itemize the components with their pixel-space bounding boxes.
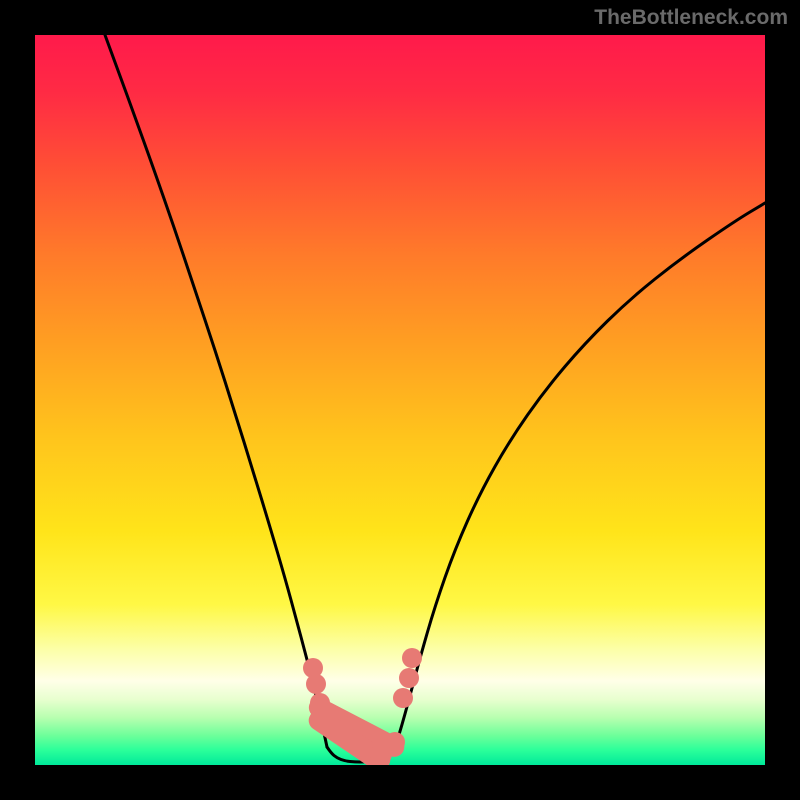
- accent-marker: [311, 703, 333, 725]
- accent-marker: [399, 668, 419, 688]
- accent-marker: [402, 648, 422, 668]
- watermark: TheBottleneck.com: [594, 6, 788, 30]
- plot-area: [35, 35, 765, 765]
- accent-marker: [393, 688, 413, 708]
- accent-marker: [306, 674, 326, 694]
- bottleneck-curve: [35, 35, 765, 765]
- accent-marker: [370, 743, 392, 765]
